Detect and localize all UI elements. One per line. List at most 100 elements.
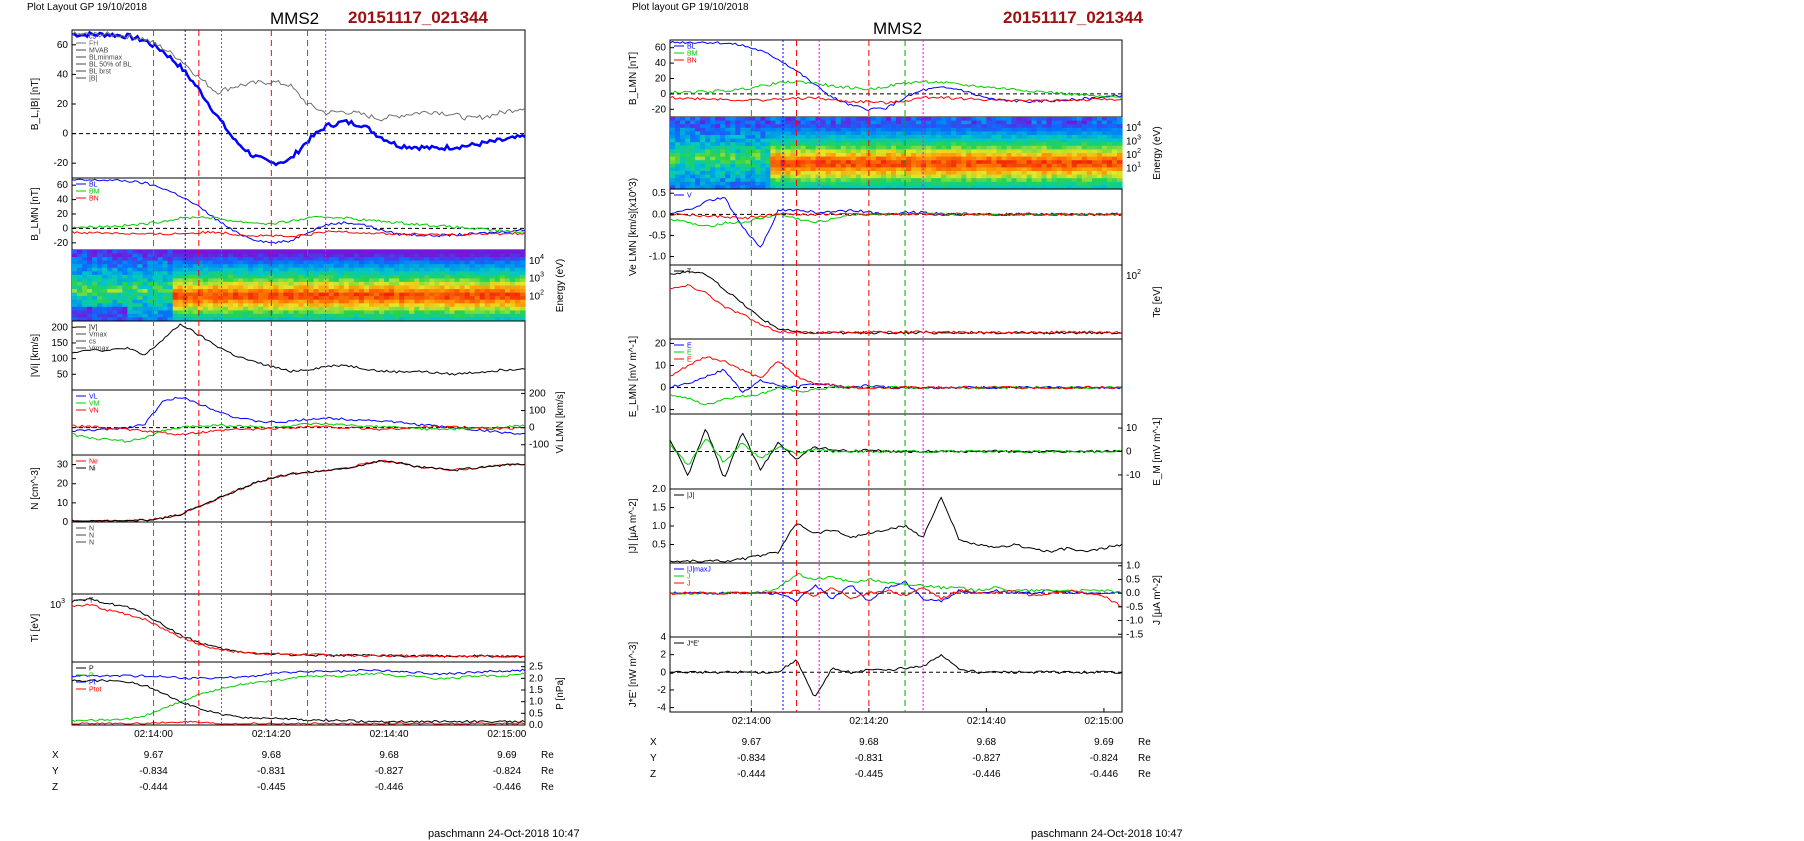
spectrogram-cell [167,292,174,297]
spectrogram-cell [152,271,159,276]
spectrogram-cell [670,178,676,183]
spectrogram-cell [680,174,686,179]
spectrogram-cell [730,185,736,190]
spectrogram-cell [825,142,832,147]
spectrogram-cell [996,138,1002,143]
spectrogram-cell [921,117,927,122]
spectrogram-cell [142,253,149,258]
spectrogram-cell [479,253,486,258]
y-axis-label: E_LMN [mV m^-1] [628,336,639,418]
spectrogram-cell [424,264,430,269]
spectrogram-cell [1066,156,1073,161]
spectrogram-cell [1046,131,1053,136]
spectrogram-cell [97,281,103,286]
spectrogram-cell [434,296,440,301]
spectrogram-cell [745,174,751,179]
spectrogram-cell [102,267,108,272]
spectrogram-cell [323,281,330,286]
spectrogram-cell [690,117,696,122]
legend-label: E [687,350,692,357]
ephemeris-value: -0.824 [1090,753,1119,764]
spectrogram-cell [760,185,766,190]
spectrogram-cell [775,117,782,122]
spectrogram-cell [127,281,133,286]
spectrogram-cell [87,292,93,297]
spectrogram-cell [454,289,461,294]
spectrogram-cell [685,167,691,172]
spectrogram-cell [891,135,897,140]
spectrogram-cell [429,306,435,311]
spectrogram-cell [212,303,219,308]
spectrogram-cell [228,264,234,269]
spectrogram-cell [911,131,917,136]
spectrogram-cell [127,285,133,290]
spectrogram-cell [439,310,445,315]
spectrogram-cell [1001,181,1008,186]
spectrogram-cell [258,260,264,265]
spectrogram-cell [137,289,143,294]
spectrogram-cell [770,160,776,165]
spectrogram-cell [901,156,907,161]
spectrogram-cell [504,296,511,301]
spectrogram-cell [1011,171,1018,176]
spectrogram-cell [77,317,83,322]
spectrogram-cell [117,296,123,301]
spectrogram-cell [870,117,877,122]
spectrogram-cell [795,163,802,168]
spectrogram-cell [1106,117,1113,122]
spectrogram-cell [424,278,430,283]
spectrogram-cell [1056,153,1063,158]
spectrogram-cell [504,271,511,276]
spectrogram-cell [810,185,817,190]
spectrogram-cell [1041,138,1048,143]
spectrogram-cell [293,296,300,301]
spectrogram-cell [825,124,832,129]
spectrogram-cell [333,264,340,269]
spectrogram-cell [97,306,103,311]
spectrogram-cell [896,131,902,136]
spectrogram-cell [187,296,194,301]
spectrogram-cell [323,296,330,301]
spectrogram-cell [429,296,435,301]
spectrogram-cell [489,250,496,255]
spectrogram-cell [1021,120,1028,125]
spectrogram-cell [785,127,792,132]
spectrogram-cell [926,142,932,147]
spectrogram-cell [780,124,787,129]
spectrogram-cell [926,160,932,165]
spectrogram-cell [338,306,345,311]
spectrogram-cell [258,267,264,272]
spectrogram-cell [298,271,305,276]
spectrogram-cell [790,124,797,129]
spectrogram-cell [419,292,425,297]
spectrogram-cell [911,174,917,179]
spectrogram-cell [348,253,355,258]
spectrogram-cell [132,292,138,297]
spectrogram-cell [860,131,867,136]
spectrogram-cell [1006,131,1013,136]
spectrogram-cell [800,135,807,140]
spectrogram-cell [379,313,385,318]
spectrogram-cell [389,278,395,283]
spectrogram-cell [1096,138,1103,143]
y-tick-label: 50 [57,369,69,380]
spectrogram-cell [514,310,521,315]
spectrogram-cell [212,289,219,294]
ephemeris-row-label: Z [52,782,58,793]
spectrogram-cell [358,317,365,322]
spectrogram-cell [449,299,456,304]
spectrogram-cell [1106,178,1113,183]
spectrogram-cell [1071,153,1078,158]
spectrogram-cell [369,299,375,304]
spectrogram-cell [278,253,284,258]
spectrogram-cell [670,142,676,147]
spectrogram-cell [790,120,797,125]
spectrogram-cell [1061,174,1068,179]
spectrogram-cell [283,274,289,279]
spectrogram-cell [991,124,997,129]
spectrogram-cell [705,145,711,150]
spectrogram-cell [931,178,937,183]
spectrogram-cell [243,310,249,315]
spectrogram-cell [258,296,264,301]
spectrogram-cell [1001,171,1008,176]
